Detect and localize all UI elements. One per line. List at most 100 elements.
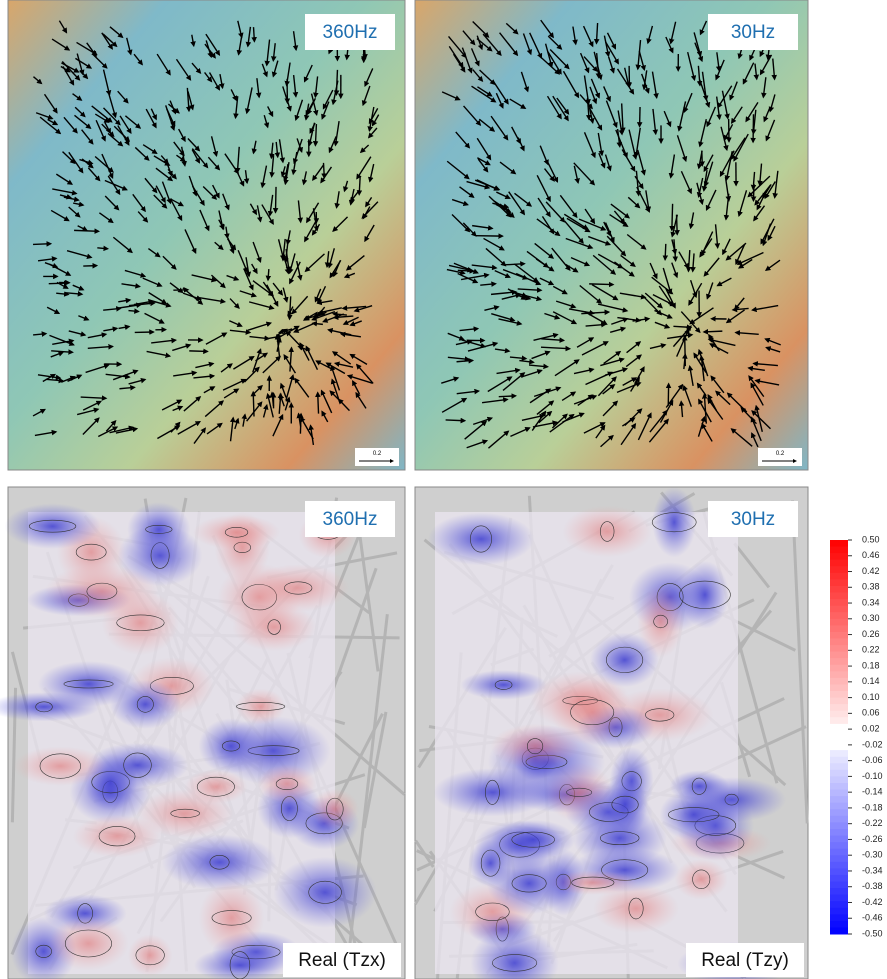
colorbar-bin — [830, 652, 848, 659]
anomaly — [562, 506, 652, 558]
colorbar-bin — [830, 822, 848, 829]
anomaly — [48, 917, 129, 971]
colorbar-bin — [830, 619, 848, 626]
anomaly — [311, 789, 359, 829]
colorbar-bin — [830, 757, 848, 764]
colorbar-label: 0.22 — [862, 645, 880, 655]
colorbar-label: -0.50 — [862, 928, 883, 938]
colorbar-bin — [830, 816, 848, 823]
colorbar-label: 0.34 — [862, 597, 880, 607]
colorbar-bin — [830, 901, 848, 908]
colorbar-bin — [830, 698, 848, 705]
scale-label: 0.2 — [373, 451, 382, 457]
induction-arrow — [275, 187, 276, 212]
induction-arrow — [499, 396, 516, 397]
induction-arrow — [753, 184, 754, 201]
induction-arrow — [318, 393, 319, 414]
colorbar-bin — [830, 849, 848, 856]
colorbar-label: -0.14 — [862, 787, 883, 797]
anomaly — [681, 561, 729, 629]
colorbar-label: -0.22 — [862, 818, 883, 828]
anomaly — [274, 857, 377, 928]
colorbar-bin — [830, 875, 848, 882]
colorbar-bin — [830, 803, 848, 810]
colorbar-label: 0.18 — [862, 660, 880, 670]
colorbar-bin — [830, 730, 848, 737]
colorbar-bin — [830, 914, 848, 921]
colorbar-bin — [830, 612, 848, 619]
induction-arrow — [665, 244, 666, 260]
induction-arrow — [446, 420, 465, 421]
colorbar-label: -0.06 — [862, 755, 883, 765]
colorbar-bin — [830, 763, 848, 770]
induction-arrow — [677, 215, 678, 235]
colorbar-bin — [830, 671, 848, 678]
frequency-label: 360Hz — [323, 509, 378, 530]
colorbar-label: 0.42 — [862, 566, 880, 576]
induction-arrow — [97, 248, 107, 249]
colorbar-label: -0.30 — [862, 850, 883, 860]
map-panel: Real (Tzx) 360Hz — [0, 487, 405, 979]
colorbar-label: -0.42 — [862, 897, 883, 907]
induction-arrow — [704, 331, 722, 332]
anomaly — [128, 934, 173, 976]
colorbar-bin — [830, 750, 848, 757]
colorbar-bin — [830, 783, 848, 790]
induction-arrow — [672, 204, 673, 230]
anomaly — [13, 746, 107, 786]
anomaly — [162, 834, 277, 890]
colorbar-bin — [830, 599, 848, 606]
anomaly — [5, 503, 101, 548]
colorbar-bin — [830, 790, 848, 797]
induction-arrow — [300, 414, 301, 434]
map-panel: 0.2 30Hz — [415, 0, 808, 470]
colorbar-bin — [830, 868, 848, 875]
colorbar-label: 0.02 — [862, 723, 880, 733]
anomaly — [73, 815, 162, 858]
colorbar-label: 0.50 — [862, 534, 880, 544]
induction-arrow — [685, 336, 686, 366]
colorbar-label: -0.26 — [862, 834, 883, 844]
frequency-label: 30Hz — [731, 22, 775, 43]
colorbar-label: -0.18 — [862, 802, 883, 812]
colorbar-bin — [830, 737, 848, 744]
colorbar: 0.500.460.420.380.340.300.260.220.180.14… — [830, 534, 883, 938]
anomaly — [433, 768, 551, 816]
frequency-label: 360Hz — [323, 22, 378, 43]
anomaly — [247, 564, 349, 612]
colorbar-label: -0.10 — [862, 771, 883, 781]
colorbar-label: 0.30 — [862, 613, 880, 623]
colorbar-bin — [830, 579, 848, 586]
colorbar-bin — [830, 606, 848, 613]
colorbar-bin — [830, 658, 848, 665]
anomaly — [551, 679, 633, 745]
component-label: Real (Tzy) — [701, 950, 789, 971]
anomaly — [428, 513, 534, 566]
induction-arrow — [128, 311, 138, 312]
anomaly — [45, 564, 159, 618]
anomaly — [487, 853, 572, 915]
induction-arrow — [33, 244, 51, 245]
colorbar-bin — [830, 645, 848, 652]
colorbar-bin — [830, 704, 848, 711]
anomaly — [199, 718, 264, 774]
colorbar-bin — [830, 547, 848, 554]
colorbar-label: -0.46 — [862, 913, 883, 923]
map-panel: 0.2 360Hz — [8, 0, 405, 470]
colorbar-bin — [830, 665, 848, 672]
colorbar-bin — [830, 678, 848, 685]
colorbar-bin — [830, 540, 848, 547]
component-label: Real (Tzx) — [298, 950, 386, 971]
colorbar-bin — [830, 684, 848, 691]
colorbar-bin — [830, 632, 848, 639]
colorbar-bin — [830, 573, 848, 580]
scale-label: 0.2 — [776, 451, 785, 457]
colorbar-bin — [830, 586, 848, 593]
colorbar-bin — [830, 560, 848, 567]
colorbar-bin — [830, 888, 848, 895]
anomaly — [257, 764, 317, 803]
anomaly — [602, 773, 647, 836]
colorbar-bin — [830, 908, 848, 915]
colorbar-label: -0.02 — [862, 739, 883, 749]
colorbar-label: -0.38 — [862, 881, 883, 891]
